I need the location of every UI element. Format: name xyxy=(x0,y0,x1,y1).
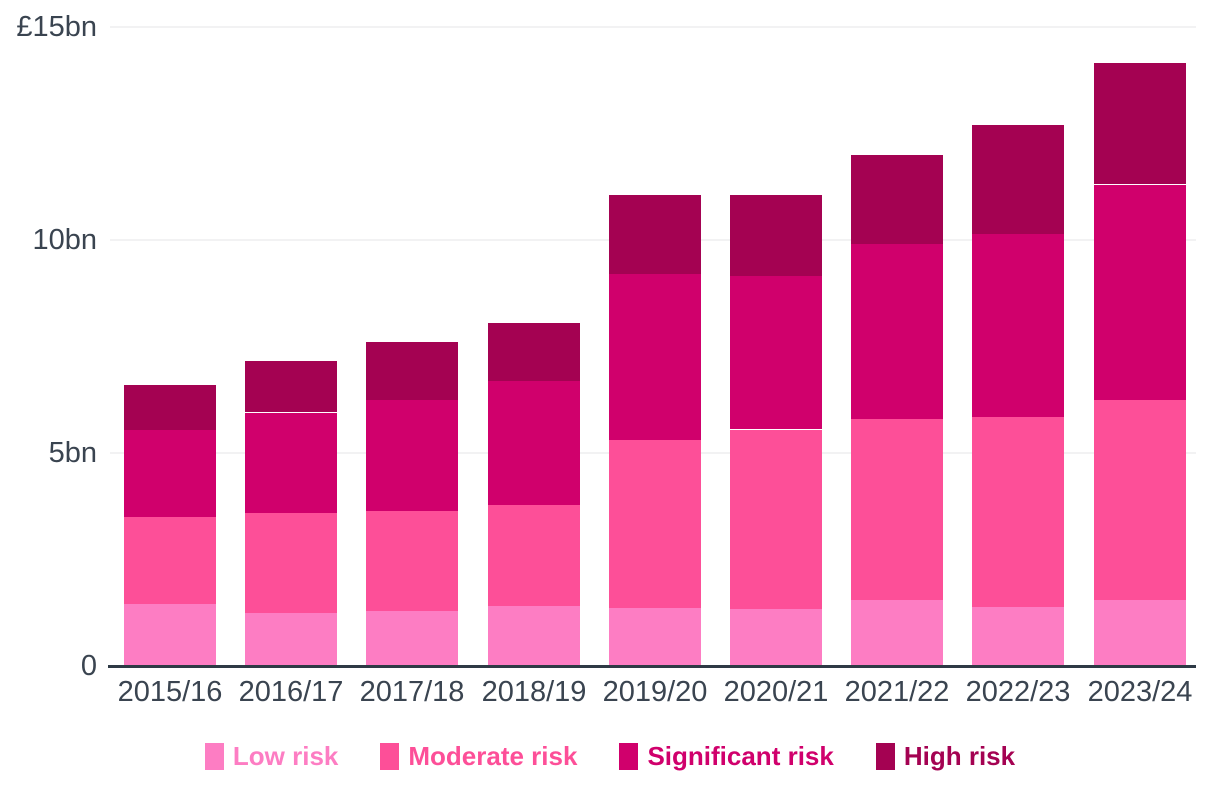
legend-item-high-risk: High risk xyxy=(875,741,1016,772)
bar-segment-significant-risk-2021-22 xyxy=(851,244,943,419)
bar-segment-high-risk-2022-23 xyxy=(972,125,1064,234)
x-tick-label-2019-20: 2019/20 xyxy=(602,676,708,708)
legend-item-significant-risk: Significant risk xyxy=(619,741,834,772)
gridline-15bn xyxy=(110,26,1196,28)
bar-segment-high-risk-2023-24 xyxy=(1094,63,1186,184)
legend-swatch-high-risk xyxy=(875,743,895,770)
legend-swatch-moderate-risk xyxy=(380,743,400,770)
bar-segment-high-risk-2016-17 xyxy=(245,361,337,412)
bar-segment-significant-risk-2023-24 xyxy=(1094,185,1186,400)
x-axis-line xyxy=(108,665,1196,668)
bar-segment-significant-risk-2017-18 xyxy=(366,400,458,511)
legend-swatch-significant-risk xyxy=(619,743,639,770)
bar-segment-moderate-risk-2022-23 xyxy=(972,417,1064,607)
legend-label-high-risk: High risk xyxy=(903,741,1016,771)
x-tick-label-2020-21: 2020/21 xyxy=(723,676,829,708)
legend-label-significant-risk: Significant risk xyxy=(647,741,834,771)
y-tick-label-0: 0 xyxy=(80,650,97,682)
bar-segment-moderate-risk-2018-19 xyxy=(488,504,580,606)
x-tick-label-2017-18: 2017/18 xyxy=(359,676,465,708)
legend-swatch-low-risk xyxy=(204,743,224,770)
legend-label-moderate-risk: Moderate risk xyxy=(408,741,578,771)
x-tick-label-2023-24: 2023/24 xyxy=(1087,676,1193,708)
bar-segment-significant-risk-2020-21 xyxy=(730,276,822,429)
bar-segment-low-risk-2020-21 xyxy=(730,608,822,666)
bar-segment-moderate-risk-2021-22 xyxy=(851,419,943,600)
legend: Low risk Moderate risk Significant risk Hig… xyxy=(0,741,1220,772)
bar-segment-high-risk-2018-19 xyxy=(488,323,580,381)
bar-segment-significant-risk-2018-19 xyxy=(488,381,580,505)
bar-segment-moderate-risk-2015-16 xyxy=(124,517,216,604)
bar-segment-low-risk-2019-20 xyxy=(609,608,701,666)
legend-item-low-risk: Low risk xyxy=(204,741,339,772)
bar-segment-low-risk-2015-16 xyxy=(124,604,216,666)
bar-segment-low-risk-2017-18 xyxy=(366,611,458,666)
y-tick-label-5: 5bn xyxy=(48,437,97,469)
bar-segment-significant-risk-2022-23 xyxy=(972,234,1064,417)
bar-segment-moderate-risk-2017-18 xyxy=(366,511,458,611)
bar-segment-significant-risk-2019-20 xyxy=(609,274,701,440)
bar-segment-moderate-risk-2023-24 xyxy=(1094,400,1186,600)
bar-segment-moderate-risk-2020-21 xyxy=(730,430,822,609)
x-tick-label-2016-17: 2016/17 xyxy=(238,676,344,708)
legend-label-low-risk: Low risk xyxy=(232,741,339,771)
x-tick-label-2022-23: 2022/23 xyxy=(965,676,1071,708)
bar-segment-significant-risk-2016-17 xyxy=(245,413,337,513)
x-tick-label-2018-19: 2018/19 xyxy=(481,676,587,708)
bar-segment-high-risk-2019-20 xyxy=(609,195,701,274)
bar-segment-high-risk-2017-18 xyxy=(366,342,458,400)
bar-segment-low-risk-2018-19 xyxy=(488,606,580,666)
bar-segment-significant-risk-2015-16 xyxy=(124,430,216,517)
y-tick-label-15: £15bn xyxy=(16,11,97,43)
bar-segment-high-risk-2015-16 xyxy=(124,385,216,430)
bar-segment-low-risk-2022-23 xyxy=(972,606,1064,666)
bar-segment-moderate-risk-2019-20 xyxy=(609,440,701,608)
bar-segment-moderate-risk-2016-17 xyxy=(245,513,337,613)
x-tick-label-2021-22: 2021/22 xyxy=(844,676,950,708)
bar-segment-low-risk-2021-22 xyxy=(851,600,943,666)
bar-segment-low-risk-2016-17 xyxy=(245,613,337,666)
bar-segment-high-risk-2020-21 xyxy=(730,195,822,276)
y-tick-label-10: 10bn xyxy=(32,224,97,256)
bar-segment-high-risk-2021-22 xyxy=(851,155,943,244)
bar-segment-low-risk-2023-24 xyxy=(1094,600,1186,666)
x-tick-label-2015-16: 2015/16 xyxy=(117,676,223,708)
legend-item-moderate-risk: Moderate risk xyxy=(380,741,577,772)
